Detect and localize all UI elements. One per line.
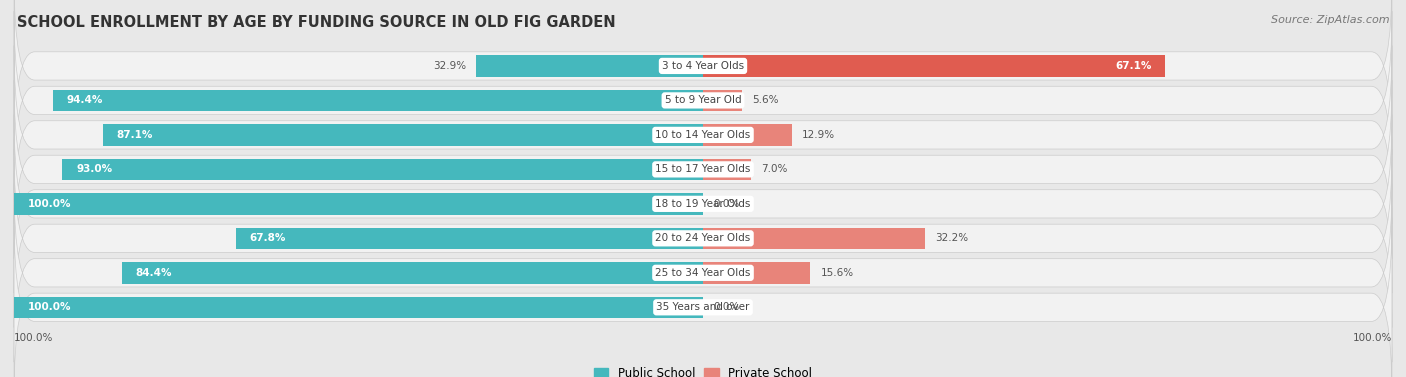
- Text: 15.6%: 15.6%: [821, 268, 853, 278]
- FancyBboxPatch shape: [14, 184, 1392, 362]
- Text: 5 to 9 Year Old: 5 to 9 Year Old: [665, 95, 741, 106]
- Legend: Public School, Private School: Public School, Private School: [589, 362, 817, 377]
- Text: 0.0%: 0.0%: [713, 302, 740, 312]
- Text: 100.0%: 100.0%: [28, 302, 72, 312]
- FancyBboxPatch shape: [14, 115, 1392, 293]
- Bar: [14, 297, 703, 318]
- FancyBboxPatch shape: [14, 0, 1392, 155]
- Text: 94.4%: 94.4%: [66, 95, 103, 106]
- Text: 100.0%: 100.0%: [14, 333, 53, 343]
- Text: 100.0%: 100.0%: [28, 199, 72, 209]
- Text: 10 to 14 Year Olds: 10 to 14 Year Olds: [655, 130, 751, 140]
- Bar: [477, 55, 703, 77]
- Text: 7.0%: 7.0%: [762, 164, 787, 175]
- Text: 25 to 34 Year Olds: 25 to 34 Year Olds: [655, 268, 751, 278]
- Text: 5.6%: 5.6%: [752, 95, 779, 106]
- Text: 87.1%: 87.1%: [117, 130, 153, 140]
- Text: Source: ZipAtlas.com: Source: ZipAtlas.com: [1271, 15, 1389, 25]
- Text: 32.9%: 32.9%: [433, 61, 465, 71]
- Text: 3 to 4 Year Olds: 3 to 4 Year Olds: [662, 61, 744, 71]
- Text: 0.0%: 0.0%: [713, 199, 740, 209]
- Bar: [703, 124, 792, 146]
- Text: 67.1%: 67.1%: [1115, 61, 1152, 71]
- Bar: [703, 90, 741, 111]
- FancyBboxPatch shape: [14, 149, 1392, 328]
- Text: 67.8%: 67.8%: [250, 233, 285, 243]
- Bar: [62, 159, 703, 180]
- FancyBboxPatch shape: [14, 46, 1392, 224]
- Text: 84.4%: 84.4%: [135, 268, 172, 278]
- Bar: [703, 262, 810, 284]
- Text: SCHOOL ENROLLMENT BY AGE BY FUNDING SOURCE IN OLD FIG GARDEN: SCHOOL ENROLLMENT BY AGE BY FUNDING SOUR…: [17, 15, 616, 30]
- FancyBboxPatch shape: [14, 11, 1392, 190]
- Bar: [236, 228, 703, 249]
- Text: 20 to 24 Year Olds: 20 to 24 Year Olds: [655, 233, 751, 243]
- Text: 32.2%: 32.2%: [935, 233, 969, 243]
- Bar: [14, 193, 703, 215]
- Text: 35 Years and over: 35 Years and over: [657, 302, 749, 312]
- Bar: [121, 262, 703, 284]
- Text: 100.0%: 100.0%: [1353, 333, 1392, 343]
- FancyBboxPatch shape: [14, 218, 1392, 377]
- FancyBboxPatch shape: [14, 80, 1392, 259]
- Text: 18 to 19 Year Olds: 18 to 19 Year Olds: [655, 199, 751, 209]
- Bar: [52, 90, 703, 111]
- Text: 12.9%: 12.9%: [803, 130, 835, 140]
- Text: 93.0%: 93.0%: [76, 164, 112, 175]
- Bar: [703, 228, 925, 249]
- Bar: [703, 55, 1166, 77]
- Bar: [103, 124, 703, 146]
- Bar: [703, 159, 751, 180]
- Text: 15 to 17 Year Olds: 15 to 17 Year Olds: [655, 164, 751, 175]
